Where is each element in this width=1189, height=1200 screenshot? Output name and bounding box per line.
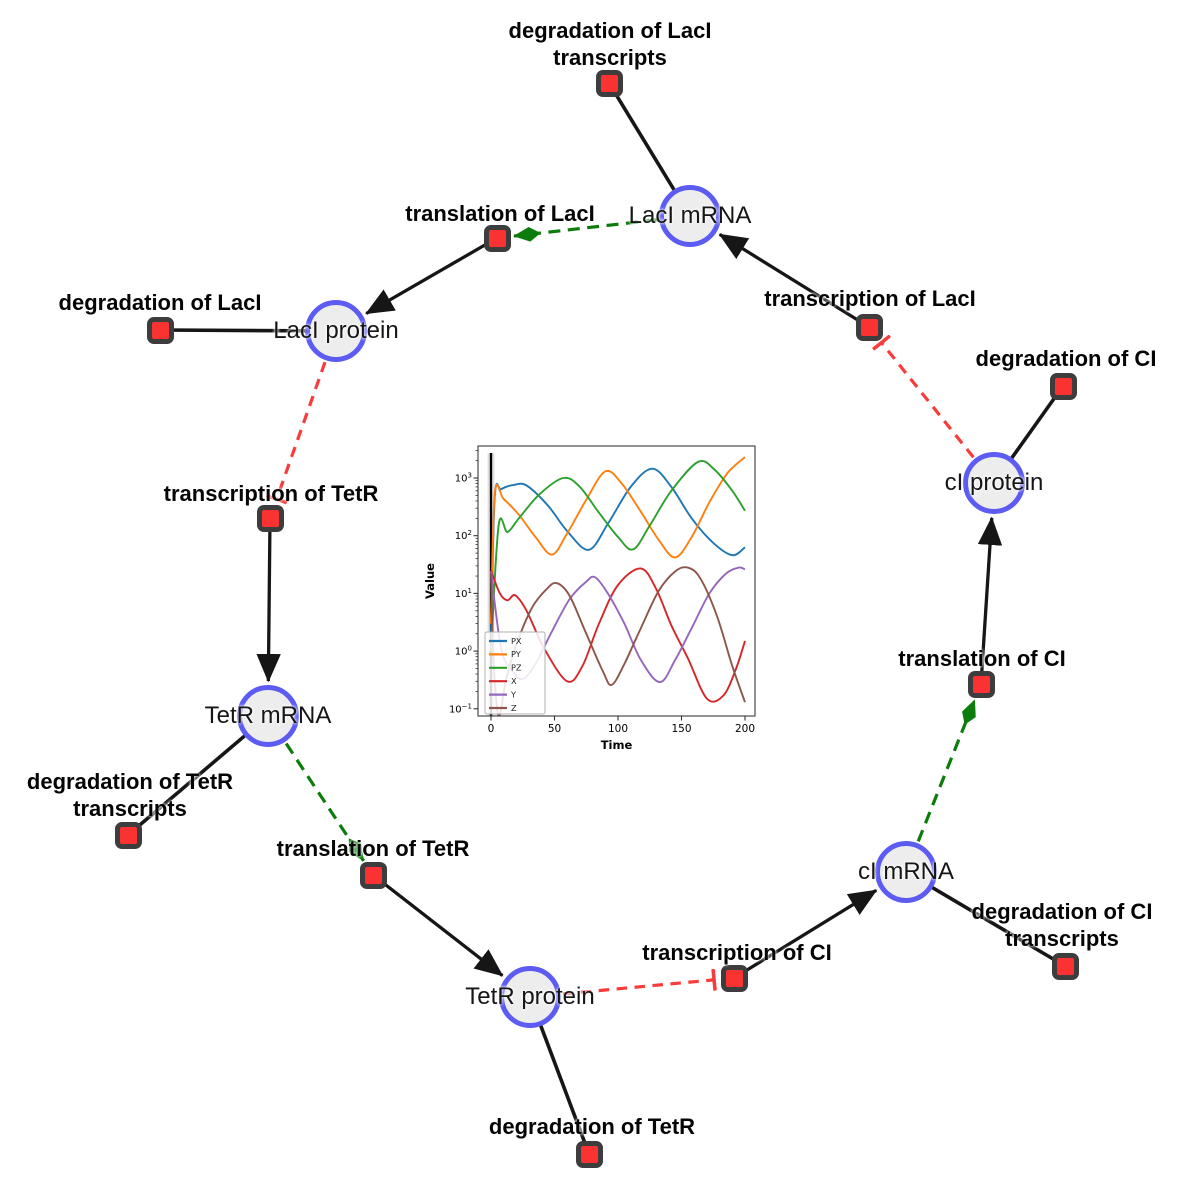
reaction-node-transcription_laci[interactable] xyxy=(855,313,883,341)
series-X xyxy=(490,567,746,703)
reaction-label-translation_laci: translation of LacI xyxy=(405,200,595,226)
series-PZ xyxy=(490,460,746,652)
edge-inhibition-ci_prot-transcription_laci xyxy=(882,343,975,459)
species-node-ci_mrna[interactable] xyxy=(875,841,937,903)
y-axis-label: Value xyxy=(423,563,437,599)
legend-entry-X: X xyxy=(511,676,517,686)
legend-entry-Z: Z xyxy=(511,703,517,713)
edge-catalysis-laci_mrna-translation_laci xyxy=(513,218,658,242)
species-label-tetr_prot: TetR protein xyxy=(465,983,595,1010)
species-label-laci_mrna: LacI mRNA xyxy=(628,202,752,229)
y-tick-label: 101 xyxy=(455,587,472,600)
reaction-label-deg_ci_tr: degradation of CI transcripts xyxy=(971,899,1153,951)
reaction-label-transcription_tetr: transcription of TetR xyxy=(163,480,379,506)
reaction-node-translation_laci[interactable] xyxy=(483,224,511,252)
series-PY xyxy=(490,456,746,624)
reaction-label-deg_tetr_tr: degradation of TetR transcripts xyxy=(26,769,234,821)
reaction-node-deg_laci[interactable] xyxy=(146,316,174,344)
species-node-tetr_prot[interactable] xyxy=(499,966,561,1028)
species-node-tetr_mrna[interactable] xyxy=(237,685,299,747)
reaction-label-transcription_ci: transcription of CI xyxy=(642,939,832,965)
chart-legend: PX PY PZ XYZ xyxy=(484,631,546,715)
edge-production-transcription_tetr-tetr_mrna xyxy=(256,517,281,683)
edge-inhibition-laci_prot-transcription_tetr xyxy=(277,361,327,499)
species-node-laci_mrna[interactable] xyxy=(659,185,721,247)
y-tick-label: 100 xyxy=(455,645,472,658)
x-tick-label: 200 xyxy=(735,723,755,735)
x-tick-label: 50 xyxy=(548,723,561,735)
legend-entry-PZ: PZ xyxy=(511,663,522,673)
x-axis-label: Time xyxy=(601,738,633,752)
plot-frame xyxy=(477,445,756,717)
reaction-label-deg_tetr: degradation of TetR xyxy=(488,1113,696,1139)
edge-production-transcription_ci-ci_mrna xyxy=(733,888,878,980)
reaction-label-translation_tetr: translation of TetR xyxy=(276,835,470,861)
species-label-ci_mrna: cI mRNA xyxy=(858,858,954,885)
y-tick-label: 10−1 xyxy=(449,702,472,715)
legend-entry-PY: PY xyxy=(511,649,522,659)
reaction-node-deg_ci_tr[interactable] xyxy=(1051,952,1079,980)
reaction-label-deg_laci: degradation of LacI xyxy=(58,289,262,315)
y-tick-label: 102 xyxy=(455,529,472,542)
species-label-laci_prot: LacI protein xyxy=(273,317,399,344)
reaction-node-translation_ci[interactable] xyxy=(967,670,995,698)
reaction-node-transcription_ci[interactable] xyxy=(720,964,748,992)
edge-production-translation_tetr-tetr_prot xyxy=(371,873,504,977)
reaction-node-translation_tetr[interactable] xyxy=(359,861,387,889)
reaction-label-deg_ci: degradation of CI xyxy=(975,345,1157,371)
species-node-ci_prot[interactable] xyxy=(963,452,1025,514)
edge-production-translation_ci-ci_prot xyxy=(977,516,1003,685)
legend-entry-PX: PX xyxy=(511,636,522,646)
x-tick-label: 150 xyxy=(671,723,691,735)
reaction-node-deg_laci_tr[interactable] xyxy=(595,69,623,97)
species-label-ci_prot: cI protein xyxy=(944,469,1044,496)
reaction-label-transcription_laci: transcription of LacI xyxy=(764,285,976,311)
x-tick-label: 0 xyxy=(488,723,495,735)
y-tick-label: 103 xyxy=(455,472,472,485)
reaction-node-transcription_tetr[interactable] xyxy=(256,504,284,532)
edge-production-transcription_laci-laci_mrna xyxy=(718,233,870,329)
edge-inhibition-tetr_prot-transcription_ci xyxy=(562,980,714,996)
reaction-label-translation_ci: translation of CI xyxy=(898,645,1066,671)
edge-catalysis-tetr_mrna-translation_tetr xyxy=(284,742,365,862)
reaction-node-deg_ci[interactable] xyxy=(1049,372,1077,400)
species-node-laci_prot[interactable] xyxy=(305,300,367,362)
reaction-label-deg_laci_tr: degradation of LacI transcripts xyxy=(508,18,712,70)
edge-catalysis-ci_mrna-translation_ci xyxy=(916,699,977,842)
legend-entry-Y: Y xyxy=(510,689,517,699)
edge-production-translation_laci-laci_prot xyxy=(365,236,498,315)
reaction-node-deg_tetr[interactable] xyxy=(575,1140,603,1168)
series-PX xyxy=(490,467,746,634)
x-tick-label: 100 xyxy=(608,723,628,735)
reaction-node-deg_tetr_tr[interactable] xyxy=(114,821,142,849)
species-label-tetr_mrna: TetR mRNA xyxy=(204,702,332,729)
